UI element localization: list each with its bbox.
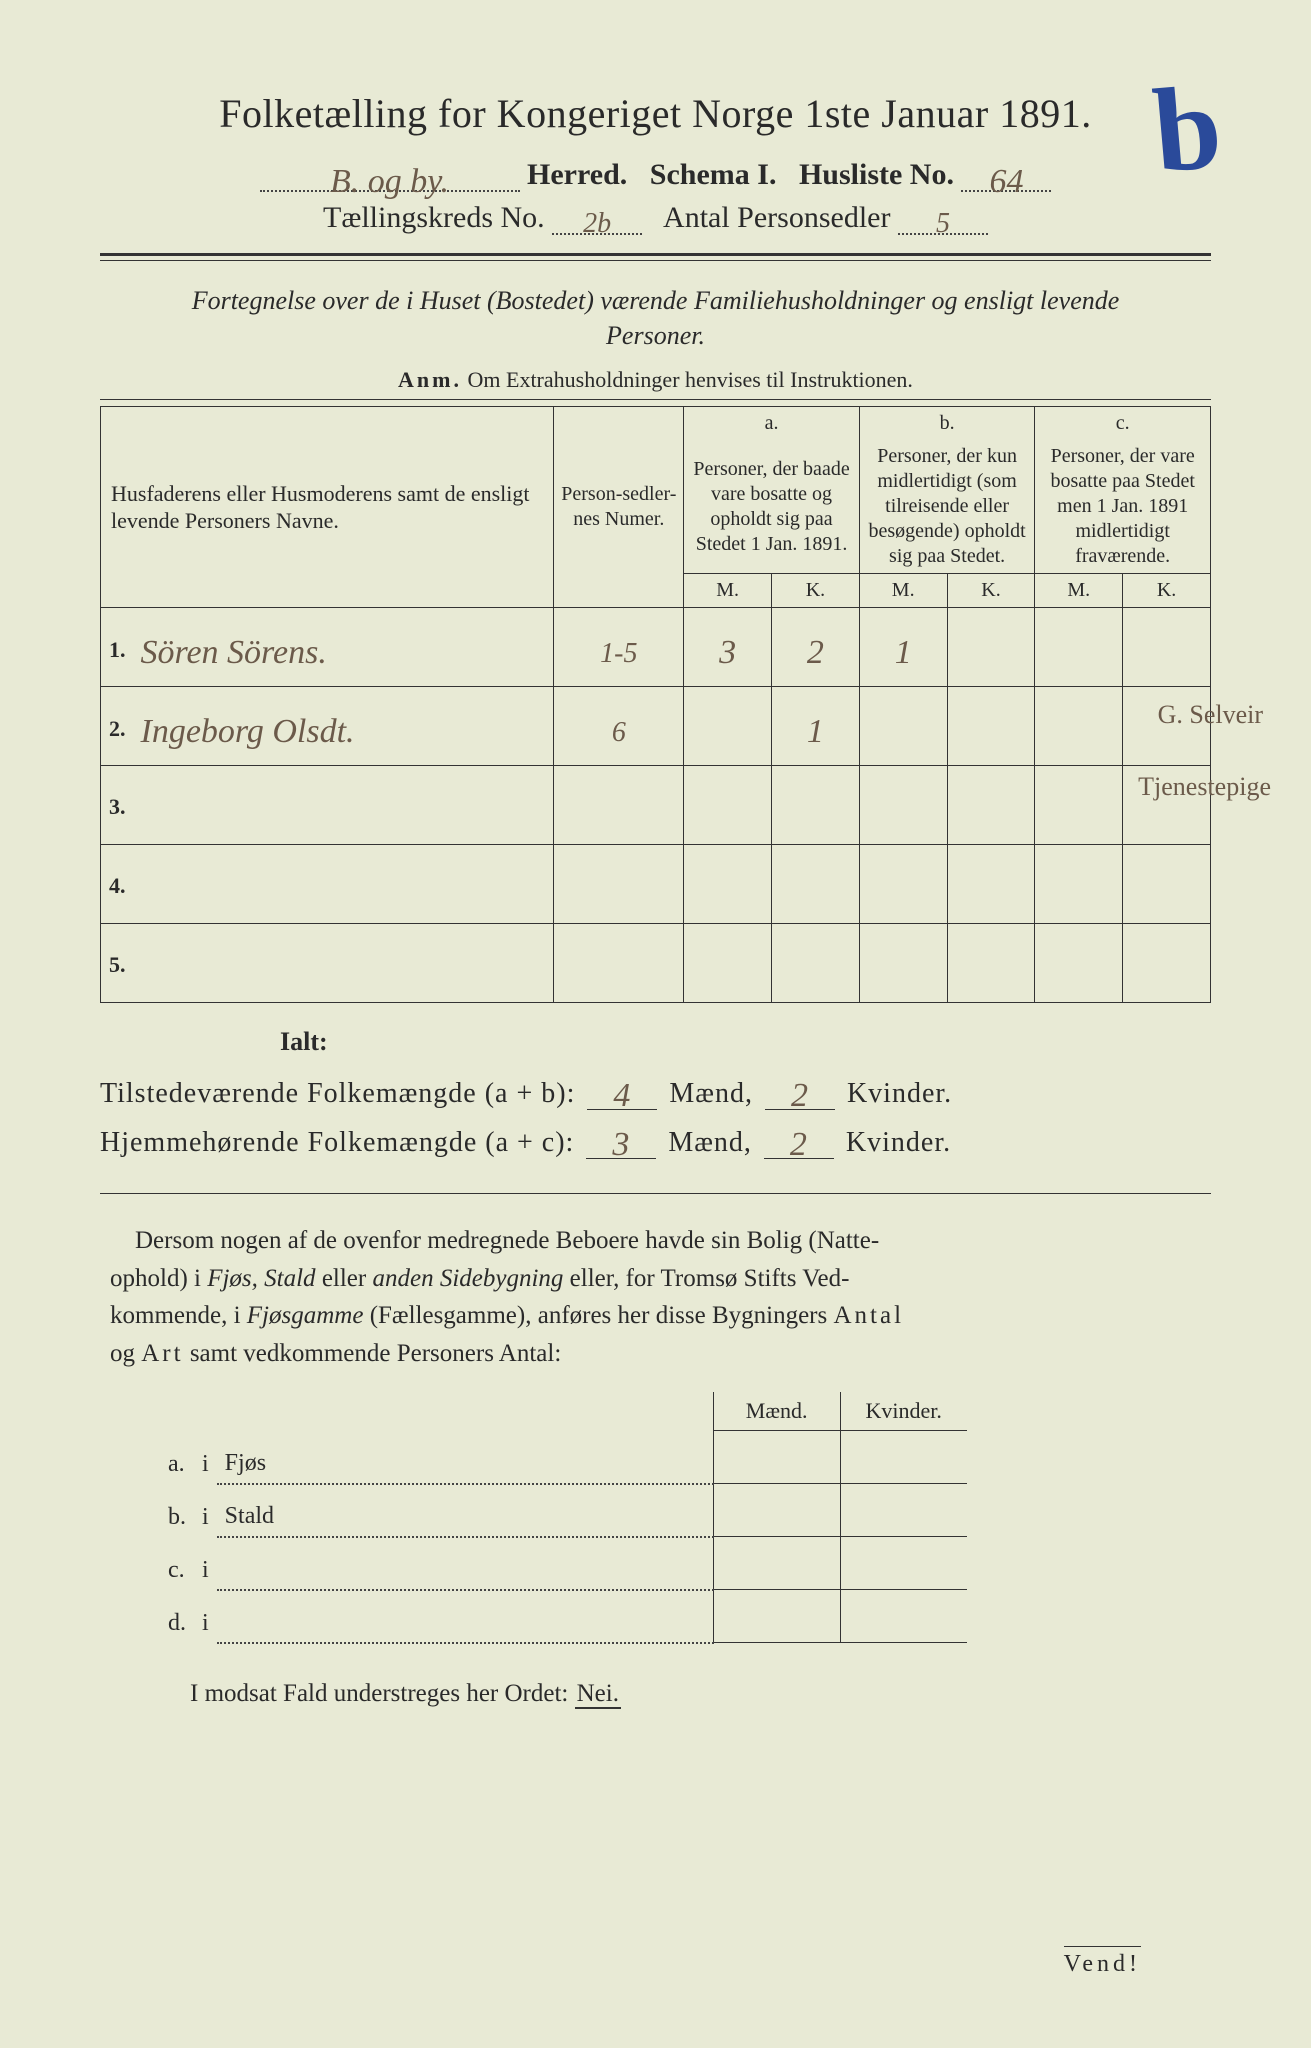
antal-value: 5 — [936, 208, 950, 239]
divider — [100, 399, 1211, 400]
col-c-label: c. — [1035, 407, 1211, 441]
total-m: 4 — [613, 1077, 631, 1114]
bldg-letter: a. — [160, 1431, 194, 1484]
total-label: Hjemmehørende Folkemængde (a + c): — [100, 1127, 574, 1158]
bldg-row: d. i — [160, 1590, 967, 1643]
buildings-paragraph: Dersom nogen af de ovenfor medregnede Be… — [110, 1222, 1201, 1372]
cell: 6 — [612, 717, 626, 748]
bldg-row: b. i Stald — [160, 1484, 967, 1537]
anm-line: Anm. Om Extrahusholdninger henvises til … — [100, 367, 1211, 393]
bldg-row: c. i — [160, 1537, 967, 1590]
maend-label: Mænd, — [669, 1078, 753, 1109]
bldg-name: Stald — [217, 1484, 714, 1537]
person-name: Ingeborg Olsdt. — [141, 713, 355, 750]
cell: 1 — [895, 634, 912, 671]
cell: 2 — [807, 634, 824, 671]
herred-value: B. og by. — [330, 163, 449, 200]
col-a-text: Personer, der baade vare bosatte og opho… — [684, 440, 860, 574]
margin-note: Tjenestepige — [1138, 772, 1271, 802]
table-row: 5. — [101, 924, 1211, 1003]
table-row: 4. — [101, 845, 1211, 924]
buildings-table: Mænd. Kvinder. a. i Fjøs b. i Stald c. i… — [160, 1392, 967, 1644]
total-resident: Hjemmehørende Folkemængde (a + c): 3 Mæn… — [100, 1120, 1211, 1159]
maend-label: Mænd, — [668, 1127, 752, 1158]
modsat-line: I modsat Fald understreges her Ordet: Ne… — [190, 1680, 1211, 1708]
modsat-text: I modsat Fald understreges her Ordet: — [190, 1680, 568, 1707]
bldg-name — [217, 1590, 714, 1643]
total-k: 2 — [790, 1126, 808, 1163]
col-header-num: Person-sedler-nes Numer. — [554, 407, 684, 608]
total-m: 3 — [612, 1126, 630, 1163]
anm-label: Anm. — [398, 367, 462, 392]
table-row: 2. Ingeborg Olsdt. 6 1 — [101, 687, 1211, 766]
row-num: 4. — [109, 873, 133, 899]
person-name: Sören Sörens. — [141, 634, 327, 671]
vend-label: Vend! — [1064, 1946, 1141, 1978]
kvinder-label: Kvinder. — [847, 1078, 952, 1109]
col-k: K. — [772, 574, 860, 608]
row-num: 5. — [109, 952, 133, 978]
bldg-i: i — [194, 1537, 217, 1590]
row-num: 2. — [109, 716, 133, 742]
nei-word: Nei. — [575, 1680, 621, 1709]
husliste-label: Husliste No. — [799, 158, 954, 191]
total-label: Tilstedeværende Folkemængde (a + b): — [100, 1078, 575, 1109]
total-present: Tilstedeværende Folkemængde (a + b): 4 M… — [100, 1071, 1211, 1110]
cell: 3 — [719, 634, 736, 671]
bldg-row: a. i Fjøs — [160, 1431, 967, 1484]
cell: 1-5 — [600, 638, 637, 669]
household-table: Husfaderens eller Husmoderens samt de en… — [100, 406, 1211, 1003]
page-title: Folketælling for Kongeriget Norge 1ste J… — [100, 90, 1211, 137]
col-header-name: Husfaderens eller Husmoderens samt de en… — [101, 407, 554, 608]
bldg-letter: c. — [160, 1537, 194, 1590]
bldg-i: i — [194, 1484, 217, 1537]
bldg-name: Fjøs — [217, 1431, 714, 1484]
bldg-i: i — [194, 1590, 217, 1643]
bldg-letter: d. — [160, 1590, 194, 1643]
kreds-label: Tællingskreds No. — [323, 201, 545, 234]
col-m: M. — [859, 574, 947, 608]
table-row: 1. Sören Sörens. 1-5 3 2 1 — [101, 608, 1211, 687]
col-c-text: Personer, der vare bosatte paa Stedet me… — [1035, 440, 1211, 574]
col-k: K. — [1123, 574, 1211, 608]
header-line-2: Tællingskreds No. 2b Antal Personsedler … — [100, 200, 1211, 235]
bldg-maend: Mænd. — [713, 1392, 840, 1431]
header-line-1: B. og by. Herred. Schema I. Husliste No.… — [100, 157, 1211, 192]
husliste-value: 64 — [989, 163, 1023, 200]
anm-text: Om Extrahusholdninger henvises til Instr… — [468, 367, 913, 392]
total-k: 2 — [791, 1077, 809, 1114]
col-k: K. — [947, 574, 1035, 608]
form-description: Fortegnelse over de i Huset (Bostedet) v… — [180, 283, 1131, 353]
herred-label: Herred. — [527, 158, 627, 191]
col-a-label: a. — [684, 407, 860, 441]
blue-annotation: b — [1148, 57, 1227, 200]
col-b-label: b. — [859, 407, 1035, 441]
kreds-value: 2b — [583, 208, 611, 239]
bldg-letter: b. — [160, 1484, 194, 1537]
antal-label: Antal Personsedler — [663, 201, 890, 234]
divider — [100, 1193, 1211, 1194]
cell: 1 — [807, 713, 824, 750]
row-num: 3. — [109, 794, 133, 820]
col-m: M. — [1035, 574, 1123, 608]
bldg-kvinder: Kvinder. — [840, 1392, 967, 1431]
margin-note: G. Selveir — [1158, 700, 1263, 730]
bldg-i: i — [194, 1431, 217, 1484]
row-num: 1. — [109, 637, 133, 663]
table-row: 3. — [101, 766, 1211, 845]
ialt-label: Ialt: — [280, 1027, 1211, 1057]
kvinder-label: Kvinder. — [846, 1127, 951, 1158]
census-form-page: b Folketælling for Kongeriget Norge 1ste… — [0, 0, 1311, 2048]
col-b-text: Personer, der kun midlertidigt (som tilr… — [859, 440, 1035, 574]
col-m: M. — [684, 574, 772, 608]
divider — [100, 253, 1211, 261]
bldg-name — [217, 1537, 714, 1590]
schema-label: Schema I. — [650, 158, 777, 191]
